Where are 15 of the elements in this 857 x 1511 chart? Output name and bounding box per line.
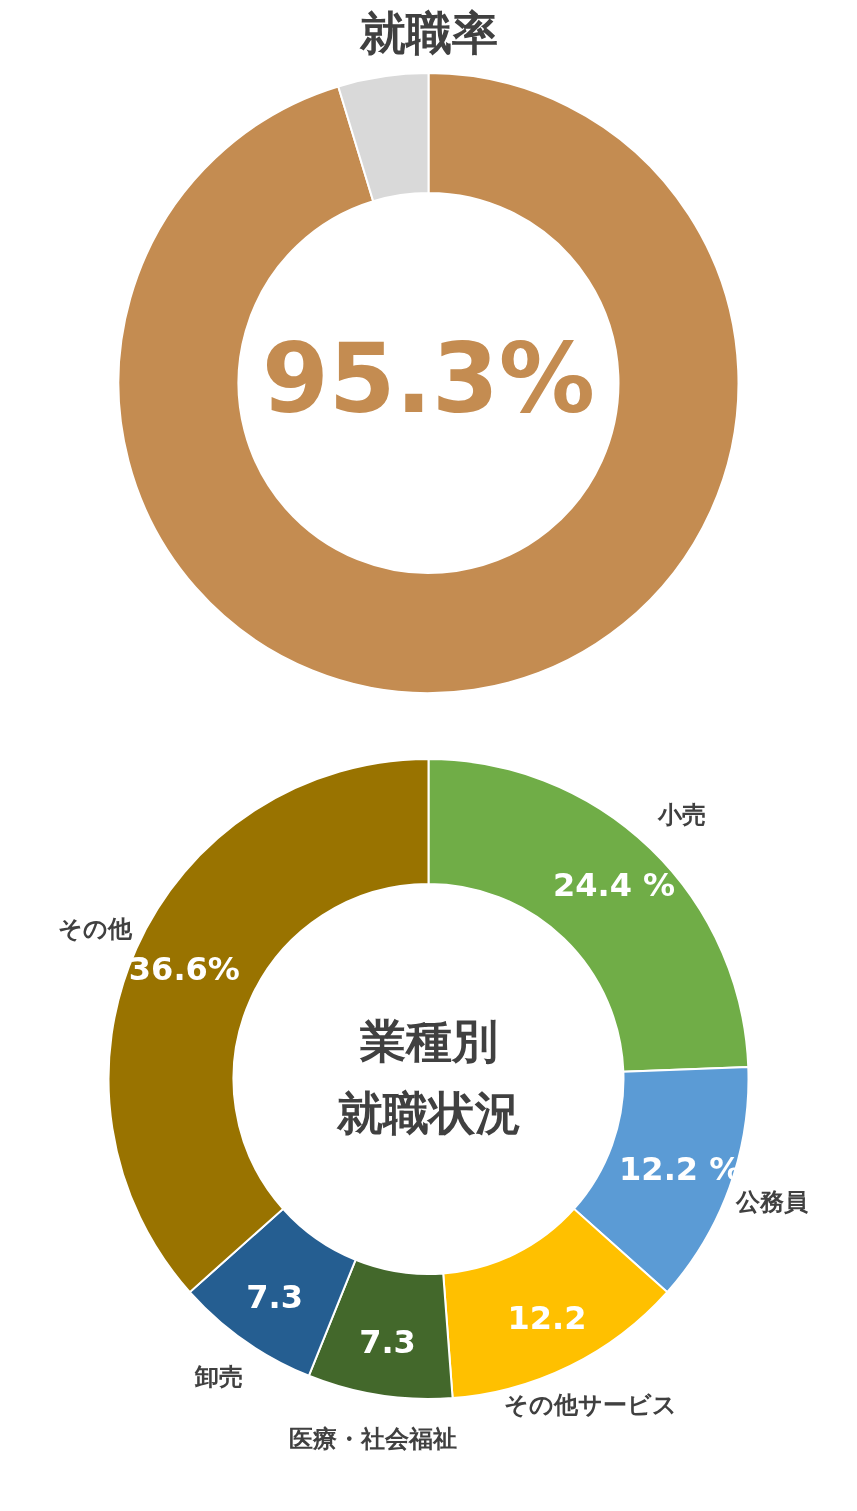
chart-title: 就職率 (358, 6, 498, 60)
data-label: 12.2 (507, 1298, 587, 1337)
slice-label: 公務員 (734, 1187, 808, 1216)
slice-label: 小売 (656, 801, 706, 830)
text: 業種別就職状況 (335, 1014, 521, 1140)
data-label: 7.3 (359, 1323, 416, 1362)
donut-slice (117, 72, 740, 694)
data-label: 24.4 % (552, 866, 676, 905)
slice-label: その他サービス (503, 1391, 677, 1420)
slice-label: 卸売 (193, 1362, 243, 1391)
slice-label: 医療・社会福祉 (288, 1424, 457, 1453)
data-label: 7.3 (246, 1277, 304, 1316)
data-label: 36.6% (128, 949, 240, 988)
slice-label: その他 (58, 914, 134, 943)
data-label: 95.3% (261, 323, 596, 435)
